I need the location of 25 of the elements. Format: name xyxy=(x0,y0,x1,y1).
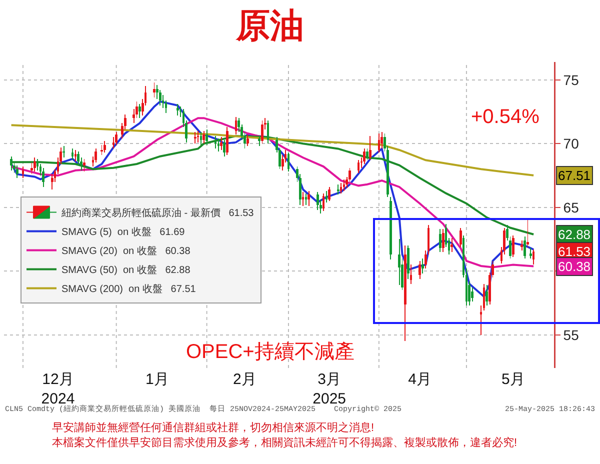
legend-label: SMAVG (50) on 收盤 62.88 xyxy=(62,264,191,276)
annotation: +0.54% xyxy=(471,106,540,128)
chart-title: 原油 xyxy=(235,6,304,45)
y-tick-label: 65 xyxy=(563,199,580,216)
candlestick xyxy=(194,132,196,144)
line-series xyxy=(10,124,535,176)
x-tick-label: 3月 2025 xyxy=(312,371,346,408)
annotation: 62.88 xyxy=(558,227,591,242)
annotation: 60.38 xyxy=(558,259,591,274)
text: 本檔案文件僅供早安節目需求使用及參考，相關資訊未經許可不得揭露、複製或散佈，違者必究! xyxy=(52,436,518,449)
y-tick-label: 70 xyxy=(563,136,580,152)
annotation: 61.53 xyxy=(558,244,591,259)
x-tick-label: 4月 xyxy=(408,371,432,388)
y-tick-label: 55 xyxy=(563,326,580,343)
y-tick-label: 75 xyxy=(563,72,580,88)
x-tick-label: 1月 xyxy=(146,371,169,388)
text: 早安講師並無經營任何通信群組或社群，切勿相信來源不明之消息! xyxy=(52,421,374,434)
annotation: OPEC+持續不減產 xyxy=(186,341,354,363)
x-tick-label: 2月 xyxy=(233,371,256,388)
annotation: 67.51 xyxy=(558,168,591,183)
legend-label: SMAVG (200) on 收盤 67.51 xyxy=(62,283,196,296)
legend-label: SMAVG (20) on 收盤 60.38 xyxy=(62,245,191,258)
legend-label: SMAVG (5) on 收盤 61.69 xyxy=(62,226,186,238)
x-tick-label: 5月 xyxy=(501,371,525,388)
legend-label: 紐約商業交易所輕低硫原油 - 最新價 61.53 xyxy=(60,207,254,220)
